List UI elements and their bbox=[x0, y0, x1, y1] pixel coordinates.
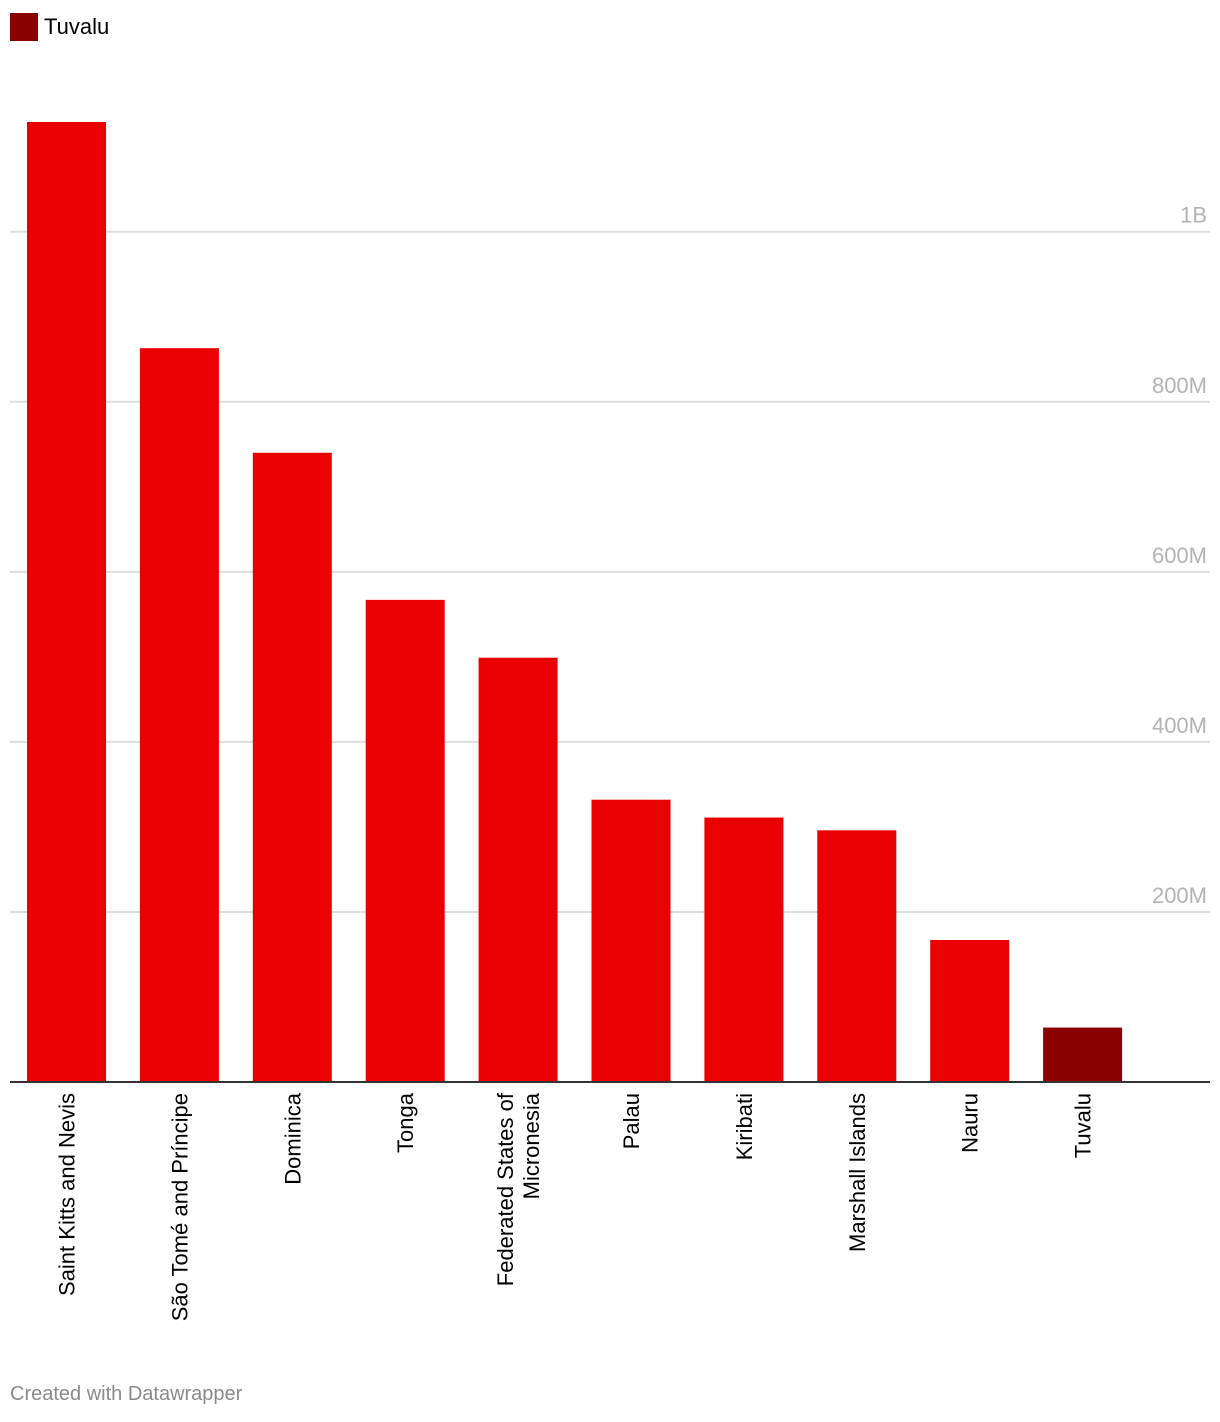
x-tick-label: Marshall Islands bbox=[845, 1093, 870, 1252]
bar bbox=[817, 830, 897, 1082]
y-tick-label: 400M bbox=[1152, 713, 1207, 738]
x-tick-label-line: Kiribati bbox=[732, 1093, 757, 1160]
bar bbox=[591, 799, 671, 1082]
x-tick-label-line: São Tomé and Príncipe bbox=[167, 1093, 192, 1321]
legend-swatch bbox=[10, 13, 38, 41]
x-tick-label-line: Nauru bbox=[958, 1093, 983, 1153]
y-tick-label: 800M bbox=[1152, 373, 1207, 398]
x-tick-labels: Saint Kitts and Nevis São Tomé and Prínci… bbox=[55, 1092, 1096, 1321]
x-tick-label-line: Marshall Islands bbox=[845, 1093, 870, 1252]
x-tick-label-line: Saint Kitts and Nevis bbox=[55, 1093, 80, 1296]
bar bbox=[704, 817, 784, 1082]
bar bbox=[139, 348, 219, 1082]
credit: Created with Datawrapper bbox=[10, 1383, 243, 1405]
x-tick-label: Nauru bbox=[958, 1093, 983, 1153]
x-tick-label: Tuvalu bbox=[1071, 1093, 1096, 1158]
x-tick-label: Dominica bbox=[280, 1092, 305, 1184]
bars bbox=[27, 122, 1123, 1082]
x-tick-label: Kiribati bbox=[732, 1093, 757, 1160]
bar bbox=[1043, 1027, 1123, 1082]
y-tick-label: 200M bbox=[1152, 883, 1207, 908]
legend-label: Tuvalu bbox=[44, 14, 110, 39]
y-tick-label: 600M bbox=[1152, 543, 1207, 568]
bar bbox=[930, 939, 1010, 1082]
bar bbox=[252, 452, 332, 1082]
bar bbox=[27, 122, 106, 1082]
y-tick-labels: 200M 400M 600M 800M 1B bbox=[1152, 203, 1207, 908]
x-tick-label-line: Palau bbox=[619, 1093, 644, 1149]
x-tick-label-line: Tonga bbox=[393, 1092, 418, 1153]
x-tick-label-line: Federated States of bbox=[493, 1092, 518, 1286]
bar bbox=[365, 599, 445, 1082]
x-tick-label: Saint Kitts and Nevis bbox=[55, 1093, 80, 1296]
x-tick-label-line: Micronesia bbox=[519, 1092, 544, 1199]
x-tick-label-line: Tuvalu bbox=[1071, 1093, 1096, 1158]
x-tick-label: Tonga bbox=[393, 1092, 418, 1153]
x-tick-label-line: Dominica bbox=[280, 1092, 305, 1184]
bar bbox=[478, 657, 558, 1082]
x-tick-label: Federated States ofMicronesia bbox=[493, 1092, 544, 1286]
legend: Tuvalu bbox=[10, 13, 109, 41]
x-tick-label: Palau bbox=[619, 1093, 644, 1149]
y-tick-label: 1B bbox=[1180, 203, 1207, 228]
x-tick-label: São Tomé and Príncipe bbox=[167, 1093, 192, 1321]
